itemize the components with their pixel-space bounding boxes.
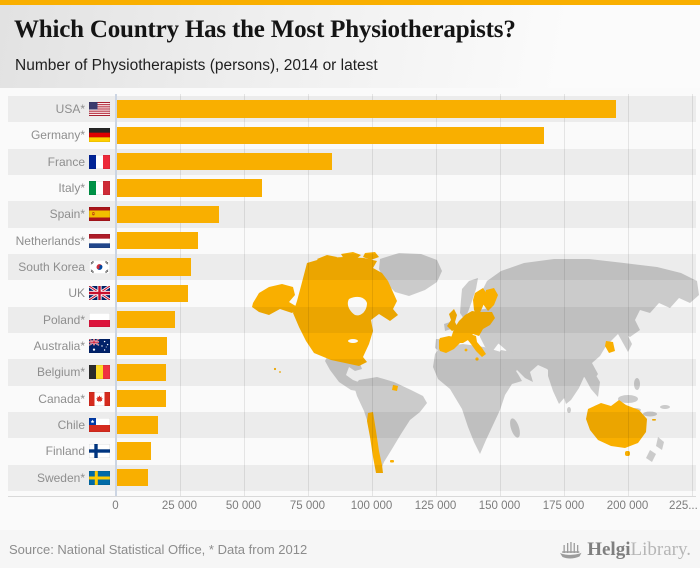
y-axis-line [115, 94, 117, 496]
chile-bar[interactable] [116, 416, 158, 434]
x-tick-label: 200 000 [606, 500, 649, 512]
gridline [627, 94, 629, 496]
world-map [252, 252, 699, 473]
italy-bar[interactable] [116, 179, 263, 197]
germany-label: Germany* [30, 128, 85, 143]
map-portugal [435, 339, 439, 351]
es-flag-icon [89, 207, 110, 222]
netherlands-bar[interactable] [116, 231, 199, 250]
be-flag-icon [89, 365, 110, 380]
south-korea-bar[interactable] [116, 258, 191, 276]
usa-bar[interactable] [116, 100, 616, 118]
gridline [307, 94, 309, 496]
us-flag-icon [89, 102, 110, 116]
accent-top-bar [0, 0, 700, 5]
poland-bar[interactable] [116, 310, 176, 329]
brand-logo[interactable]: HelgiLibrary. [558, 540, 691, 559]
poland-label: Poland* [42, 312, 85, 327]
x-tick-label: 175 000 [542, 500, 585, 512]
brand-name-primary: Helgi [587, 538, 631, 560]
x-tick-label: 125 000 [414, 500, 457, 512]
gb-flag-icon [88, 285, 111, 302]
it-flag-icon [89, 180, 110, 195]
map-water-cutouts [347, 296, 367, 343]
sweden-label: Sweden* [36, 470, 85, 485]
cl-flag-icon [89, 417, 110, 432]
x-tick-label: 150 000 [478, 500, 521, 512]
x-tick-label: 50 000 [225, 500, 262, 512]
gridline [371, 94, 373, 496]
uk-bar[interactable] [116, 284, 189, 302]
helgi-ship-icon [560, 541, 582, 558]
map-highlighted-countries [252, 252, 656, 473]
italy-label: Italy* [58, 180, 85, 195]
x-tick-label: 25 000 [161, 500, 198, 512]
gridline [435, 94, 437, 496]
chile-label: Chile [57, 417, 85, 432]
gridline [691, 94, 693, 496]
spain-bar[interactable] [116, 205, 219, 224]
row-stripe [8, 359, 696, 386]
germany-bar[interactable] [116, 126, 544, 145]
france-label: France [47, 154, 85, 169]
row-stripe [8, 201, 696, 228]
finland-label: Finland [45, 444, 85, 459]
row-stripe [8, 306, 696, 333]
brand-name-secondary: Library. [630, 538, 692, 560]
canada-bar[interactable] [116, 389, 166, 408]
fi-flag-icon [89, 444, 110, 459]
row-stripe [8, 411, 696, 439]
x-tick-label: 0 [112, 500, 119, 512]
finland-bar[interactable] [116, 442, 151, 460]
spain-label: Spain* [49, 207, 85, 222]
row-stripe [8, 253, 696, 281]
australia-label: Australia* [33, 338, 85, 353]
x-tick-label: 225... [669, 500, 698, 512]
x-tick-label: 100 000 [350, 500, 393, 512]
gridline [499, 94, 501, 496]
canada-label: Canada* [38, 391, 85, 406]
x-tick-label: 75 000 [289, 500, 326, 512]
netherlands-label: Netherlands* [15, 233, 85, 248]
australia-bar[interactable] [116, 337, 167, 355]
chart-subtitle: Number of Physiotherapists (persons), 20… [15, 57, 378, 74]
bar-chart-area: USA* Germany* France Italy* Spain* Netherland… [0, 88, 700, 530]
kr-flag-icon [89, 259, 110, 274]
x-axis-line [8, 496, 696, 497]
sweden-bar[interactable] [116, 468, 148, 487]
au-flag-icon [88, 338, 110, 353]
map-landmass [325, 253, 699, 472]
belgium-label: Belgium* [36, 365, 85, 380]
nl-flag-icon [89, 233, 110, 248]
source-note: Source: National Statistical Office, * D… [9, 541, 308, 557]
chart-title: Which Country Has the Most Physiotherapi… [14, 16, 516, 43]
pl-flag-icon [89, 312, 110, 327]
row-stripe [8, 464, 696, 491]
de-flag-icon [89, 128, 110, 143]
chart-header: Which Country Has the Most Physiotherapi… [0, 5, 700, 88]
south-korea-label: South Korea [18, 259, 85, 274]
chart-footer: Source: National Statistical Office, * D… [0, 530, 700, 568]
fr-flag-icon [89, 154, 110, 169]
uk-label: UK [68, 286, 85, 301]
usa-label: USA* [55, 102, 85, 116]
belgium-bar[interactable] [116, 363, 167, 381]
ca-flag-icon [89, 391, 110, 406]
se-flag-icon [89, 470, 110, 485]
row-stripe [8, 148, 696, 175]
france-bar[interactable] [116, 152, 332, 171]
gridline [243, 94, 245, 496]
gridline [563, 94, 565, 496]
